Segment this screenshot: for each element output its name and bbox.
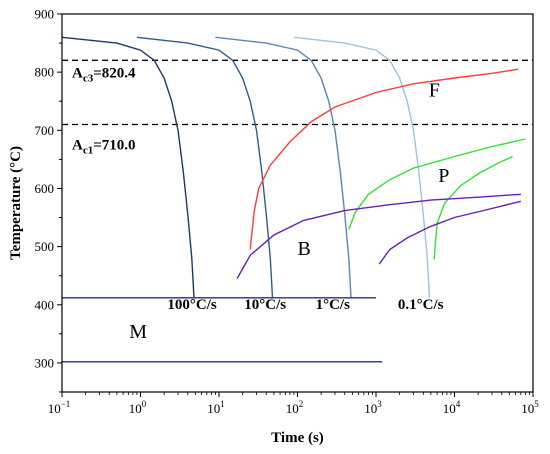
axes: 300 400 500 600 700 800 900 10−1 100 101 102 103 104…	[35, 7, 540, 417]
series-10-c-s	[136, 36, 274, 298]
series-0-1-c-s	[293, 36, 431, 298]
y-tick-label: 800	[35, 65, 55, 80]
y-tick-label: 900	[35, 7, 55, 22]
x-tick-label: 104	[443, 399, 461, 416]
x-tick-label: 101	[207, 399, 225, 416]
x-tick-label: 105	[521, 399, 539, 416]
series-p-start	[348, 138, 526, 230]
plot-area: Ac3=820.4 Ac1=710.0 100°C/s 10°C/s 1°C/s 0.1°…	[61, 36, 533, 363]
y-tick-label: 300	[35, 355, 55, 370]
x-axis-title: Time (s)	[271, 430, 324, 446]
series-100-c-s	[61, 36, 195, 298]
x-tick-label: 102	[286, 399, 304, 416]
y-tick-label: 700	[35, 123, 55, 138]
series-f	[249, 68, 519, 250]
y-tick-label: 400	[35, 297, 55, 312]
annotation-rate-01: 0.1°C/s	[398, 297, 444, 313]
y-tick-label: 600	[35, 181, 55, 196]
y-tick-label: 500	[35, 239, 55, 254]
series-b-end	[378, 200, 521, 265]
ac3-label: Ac3=820.4	[72, 65, 136, 84]
series-1-c-s	[215, 36, 352, 298]
annotation-rate-10: 10°C/s	[244, 297, 286, 313]
x-tick-label: 103	[364, 399, 382, 416]
annotation-rate-100: 100°C/s	[167, 297, 216, 313]
annotation-phase-m: M	[129, 321, 147, 343]
x-tick-label: 10−1	[48, 399, 71, 416]
ac1-label: Ac1=710.0	[72, 137, 136, 156]
annotation-phase-f: F	[429, 80, 440, 102]
annotation-phase-p: P	[438, 165, 449, 187]
x-tick-label: 100	[129, 399, 147, 416]
annotation-phase-b: B	[298, 238, 311, 260]
annotation-rate-1: 1°C/s	[316, 297, 350, 313]
y-axis-title: Temperature (°C)	[8, 146, 24, 260]
series-b-start	[236, 193, 521, 279]
